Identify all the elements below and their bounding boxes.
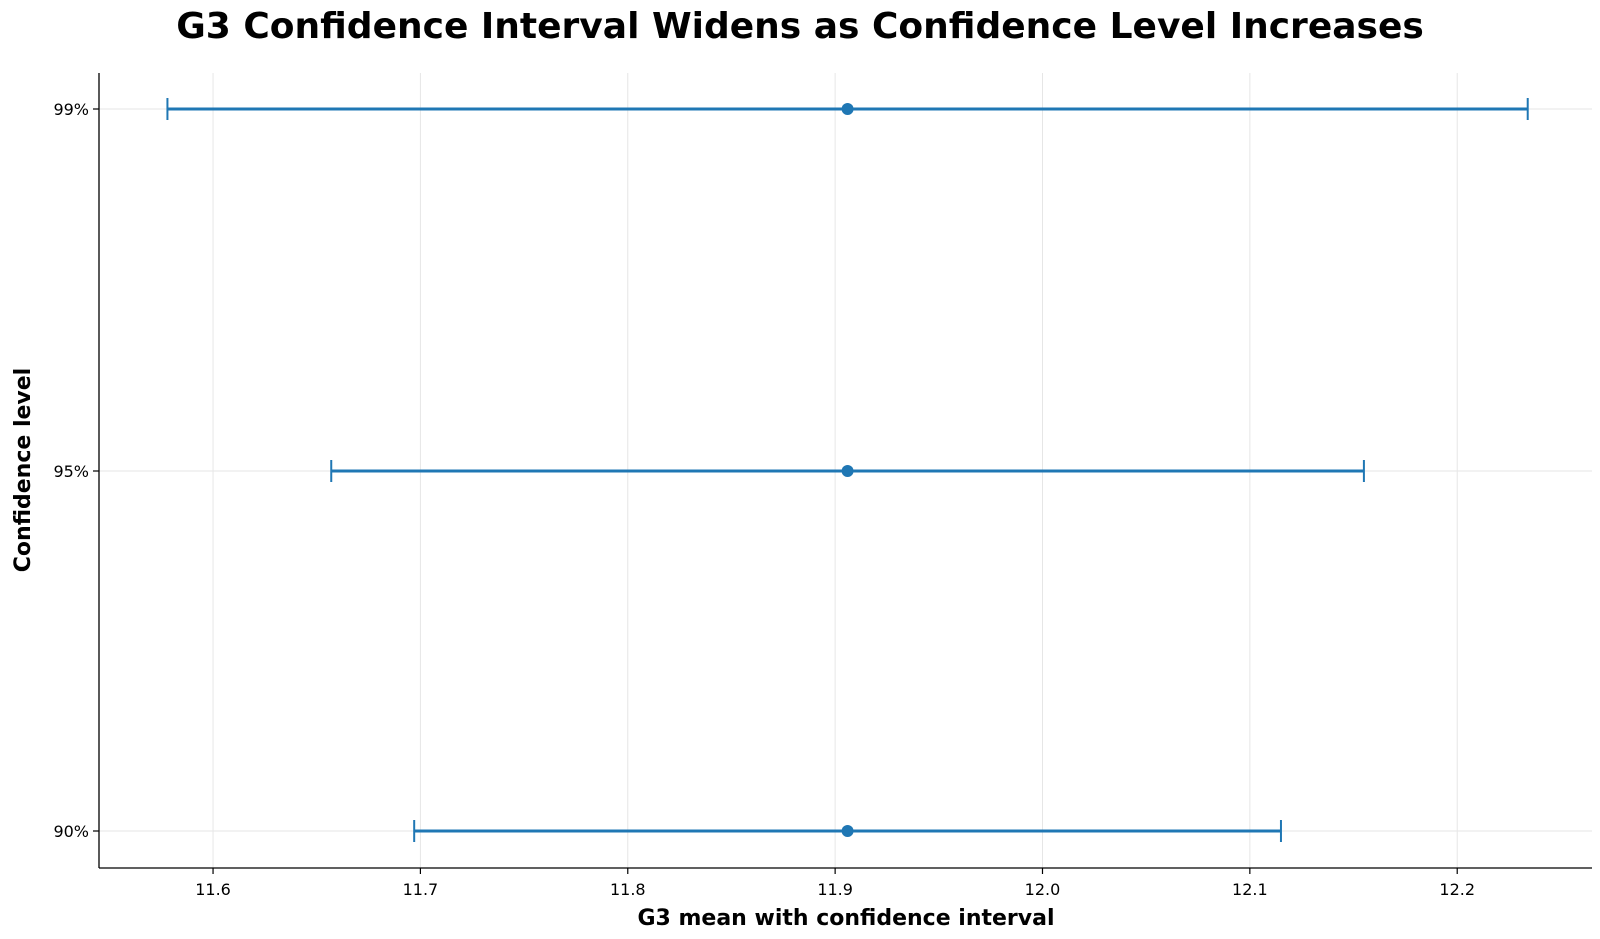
series-intervals: [166, 98, 1529, 842]
x-axis-label: G3 mean with confidence interval: [637, 906, 1054, 931]
chart-title: G3 Confidence Interval Widens as Confide…: [176, 6, 1424, 47]
x-tick-label: 11.6: [195, 880, 231, 899]
x-tick-label: 11.8: [610, 880, 646, 899]
x-tick-label: 12.0: [1025, 880, 1061, 899]
x-tick-label: 12.2: [1439, 880, 1475, 899]
interval-95-pct: [330, 460, 1365, 482]
mean-point: [841, 465, 854, 477]
mean-point: [841, 103, 854, 115]
y-tick-label: 90%: [53, 822, 89, 841]
x-tick-label: 12.1: [1232, 880, 1268, 899]
y-tick-label: 95%: [53, 462, 89, 481]
interval-90-pct: [413, 820, 1282, 842]
interval-99-pct: [166, 98, 1529, 120]
x-ticks: 11.6 11.7 11.8 11.9 12.0 12.1 12.2: [195, 868, 1475, 899]
y-axis-label: Confidence level: [11, 368, 36, 572]
x-tick-label: 11.9: [817, 880, 853, 899]
y-ticks: 90% 95% 99%: [53, 100, 99, 841]
x-tick-label: 11.7: [403, 880, 439, 899]
y-tick-label: 99%: [53, 100, 89, 119]
mean-point: [841, 825, 854, 837]
